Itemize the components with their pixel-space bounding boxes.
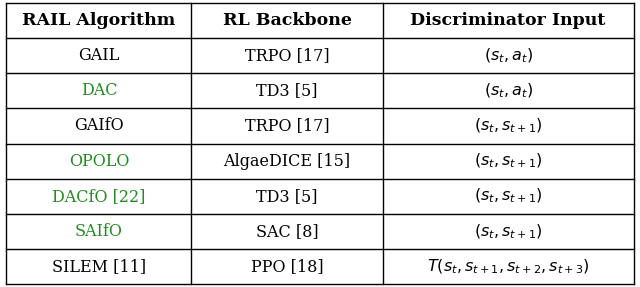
Text: GAIfO: GAIfO (74, 117, 124, 134)
Text: $(s_t, s_{t+1})$: $(s_t, s_{t+1})$ (474, 187, 543, 205)
Text: $(s_t, s_{t+1})$: $(s_t, s_{t+1})$ (474, 152, 543, 170)
Text: PPO [18]: PPO [18] (251, 258, 323, 275)
Text: $(s_t, s_{t+1})$: $(s_t, s_{t+1})$ (474, 222, 543, 241)
Text: TRPO [17]: TRPO [17] (244, 47, 330, 64)
Text: GAIL: GAIL (78, 47, 120, 64)
Text: SILEM [11]: SILEM [11] (52, 258, 146, 275)
Text: $(s_t, a_t)$: $(s_t, a_t)$ (484, 46, 532, 65)
Text: $(s_t, s_{t+1})$: $(s_t, s_{t+1})$ (474, 117, 543, 135)
Text: RL Backbone: RL Backbone (223, 12, 351, 29)
Text: $(s_t, a_t)$: $(s_t, a_t)$ (484, 82, 532, 100)
Text: TD3 [5]: TD3 [5] (257, 188, 318, 205)
Text: Discriminator Input: Discriminator Input (410, 12, 606, 29)
Text: TD3 [5]: TD3 [5] (257, 82, 318, 99)
Text: SAC [8]: SAC [8] (256, 223, 318, 240)
Text: SAIfO: SAIfO (75, 223, 123, 240)
Text: DACfO [22]: DACfO [22] (52, 188, 145, 205)
Text: RAIL Algorithm: RAIL Algorithm (22, 12, 175, 29)
Text: OPOLO: OPOLO (68, 153, 129, 170)
Text: AlgaeDICE [15]: AlgaeDICE [15] (223, 153, 351, 170)
Text: TRPO [17]: TRPO [17] (244, 117, 330, 134)
Text: $T(s_t, s_{t+1}, s_{t+2}, s_{t+3})$: $T(s_t, s_{t+1}, s_{t+2}, s_{t+3})$ (427, 257, 589, 276)
Text: DAC: DAC (81, 82, 117, 99)
